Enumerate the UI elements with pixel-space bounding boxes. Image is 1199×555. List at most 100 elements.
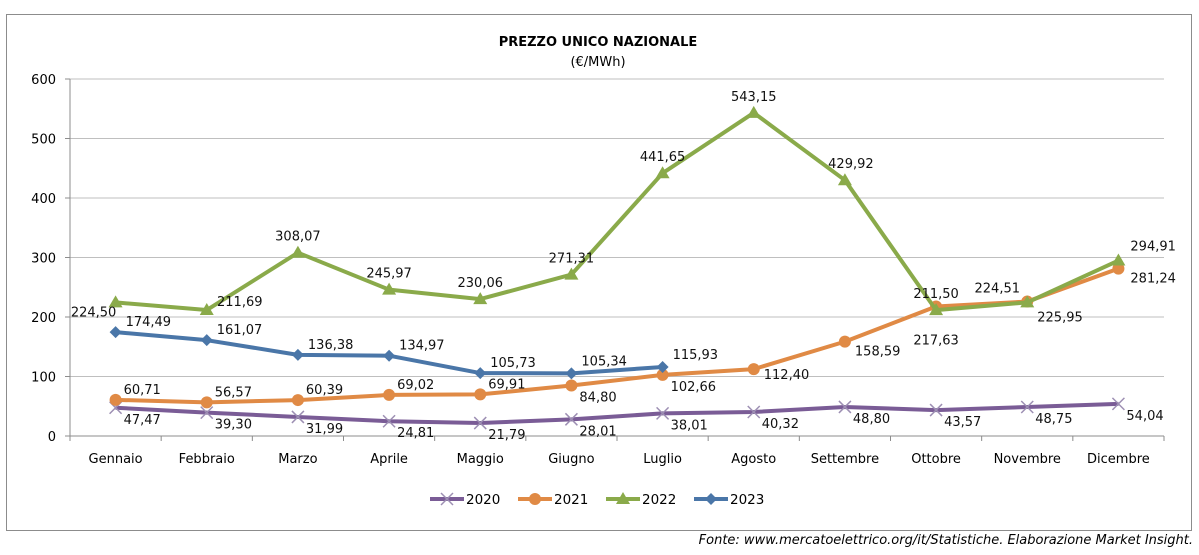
data-point-2020 [473,416,487,430]
data-label-2020: 28,01 [579,424,616,439]
data-labels: 47,47 39,30 31,99 24,81 21,79 28,01 38,01 40,32… [71,90,1176,443]
data-point-2022 [1020,295,1035,308]
data-point-2022 [473,292,488,305]
chart-frame [6,14,1192,531]
data-label-2022: 543,15 [731,90,777,105]
data-label-2021: 84,80 [579,391,616,406]
series-line-2022 [115,110,1120,313]
source-note: Fonte: www.mercatoelettrico.org/it/Stati… [698,533,1193,548]
legend-marker [529,493,541,505]
series-2021 [109,262,1125,409]
x-tick-label: Marzo [278,452,317,467]
x-tick-label: Dicembre [1087,452,1150,467]
data-point-2023 [200,334,213,347]
data-point-2020 [564,412,578,426]
y-tick-label: 0 [48,430,56,445]
data-point-2022 [108,295,123,308]
data-label-2020: 31,99 [306,422,343,437]
data-point-2021 [747,363,760,376]
data-label-2020: 40,32 [762,417,799,432]
series-line-2021 [115,266,1120,405]
data-label-2020: 39,30 [215,418,252,433]
data-point-2022 [655,166,670,179]
data-point-2022 [564,267,579,280]
data-label-2020: 47,47 [124,413,161,428]
data-point-2023 [383,349,396,362]
data-point-2022 [290,245,305,258]
axes: 0 100 200 300 400 500 600 Gennaio Febbraio Marzo A… [31,73,1165,467]
legend: 2020 2021 2022 2023 [430,492,764,508]
data-point-2021 [565,379,578,392]
data-label-2021: 158,59 [855,345,901,360]
data-label-2022: 230,06 [458,276,504,291]
data-point-2021 [656,368,669,381]
legend-item-2023: 2023 [694,492,764,508]
data-point-2023 [474,367,487,380]
x-tick-label: Luglio [643,452,682,467]
data-point-2021 [1112,262,1125,275]
data-point-2020 [838,400,852,414]
data-label-2023: 105,73 [490,356,536,371]
data-label-2021: 102,66 [671,380,717,395]
data-label-2023: 174,49 [126,315,172,330]
x-tick-label: Ottobre [911,452,961,467]
data-point-2020 [1111,397,1125,411]
grid [70,78,1164,377]
series-2020 [109,397,1125,430]
data-label-2022: 224,51 [975,281,1021,296]
data-point-2023 [109,326,122,339]
data-label-2023: 161,07 [217,323,263,338]
legend-marker [616,492,630,504]
y-tick-label: 100 [31,371,56,386]
x-tick-label: Maggio [457,452,504,467]
legend-marker [705,493,717,505]
y-tick-label: 400 [31,192,56,207]
series-2022 [108,105,1126,316]
data-label-2021: 69,91 [488,377,525,392]
data-label-2021: 281,24 [1130,272,1176,287]
series-2023 [109,326,669,380]
x-tick-label: Novembre [994,452,1061,467]
x-tick-label: Gennaio [89,452,143,467]
data-point-2020 [291,410,305,424]
data-point-2022 [382,282,397,295]
legend-label: 2023 [730,492,764,508]
legend-item-2020: 2020 [430,492,500,508]
data-label-2023: 105,34 [581,354,627,369]
data-label-2022: 429,92 [828,157,874,172]
data-point-2021 [291,394,304,407]
data-label-2022: 294,91 [1130,240,1176,255]
data-label-2020: 54,04 [1126,409,1163,424]
data-label-2023: 115,93 [673,348,719,363]
data-label-2021: 60,39 [306,383,343,398]
x-tick-label: Febbraio [179,452,235,467]
y-tick-label: 300 [31,252,56,267]
data-label-2022: 245,97 [366,267,412,282]
data-label-2020: 48,80 [853,412,890,427]
data-point-2022 [1111,253,1126,266]
data-label-2022: 308,07 [275,230,321,245]
legend-label: 2021 [554,492,588,508]
data-point-2022 [199,303,214,316]
data-point-2020 [929,403,943,417]
chart-title: PREZZO UNICO NAZIONALE [499,35,698,50]
data-point-2023 [565,367,578,380]
legend-item-2022: 2022 [606,492,676,508]
data-point-2022 [929,303,944,316]
legend-label: 2022 [642,492,676,508]
data-label-2021: 225,95 [1037,311,1083,326]
series-group [108,105,1126,430]
data-label-2022: 271,31 [549,252,595,267]
data-label-2020: 43,57 [944,415,981,430]
x-tick-label: Giugno [548,452,594,467]
legend-label: 2020 [466,492,500,508]
data-point-2021 [838,335,851,348]
data-label-2022: 211,69 [217,295,263,310]
data-label-2021: 217,63 [913,334,959,349]
y-tick-label: 200 [31,311,56,326]
data-label-2023: 134,97 [399,339,445,354]
data-label-2020: 48,75 [1035,412,1072,427]
data-label-2021: 112,40 [764,368,810,383]
data-label-2022: 441,65 [640,150,686,165]
